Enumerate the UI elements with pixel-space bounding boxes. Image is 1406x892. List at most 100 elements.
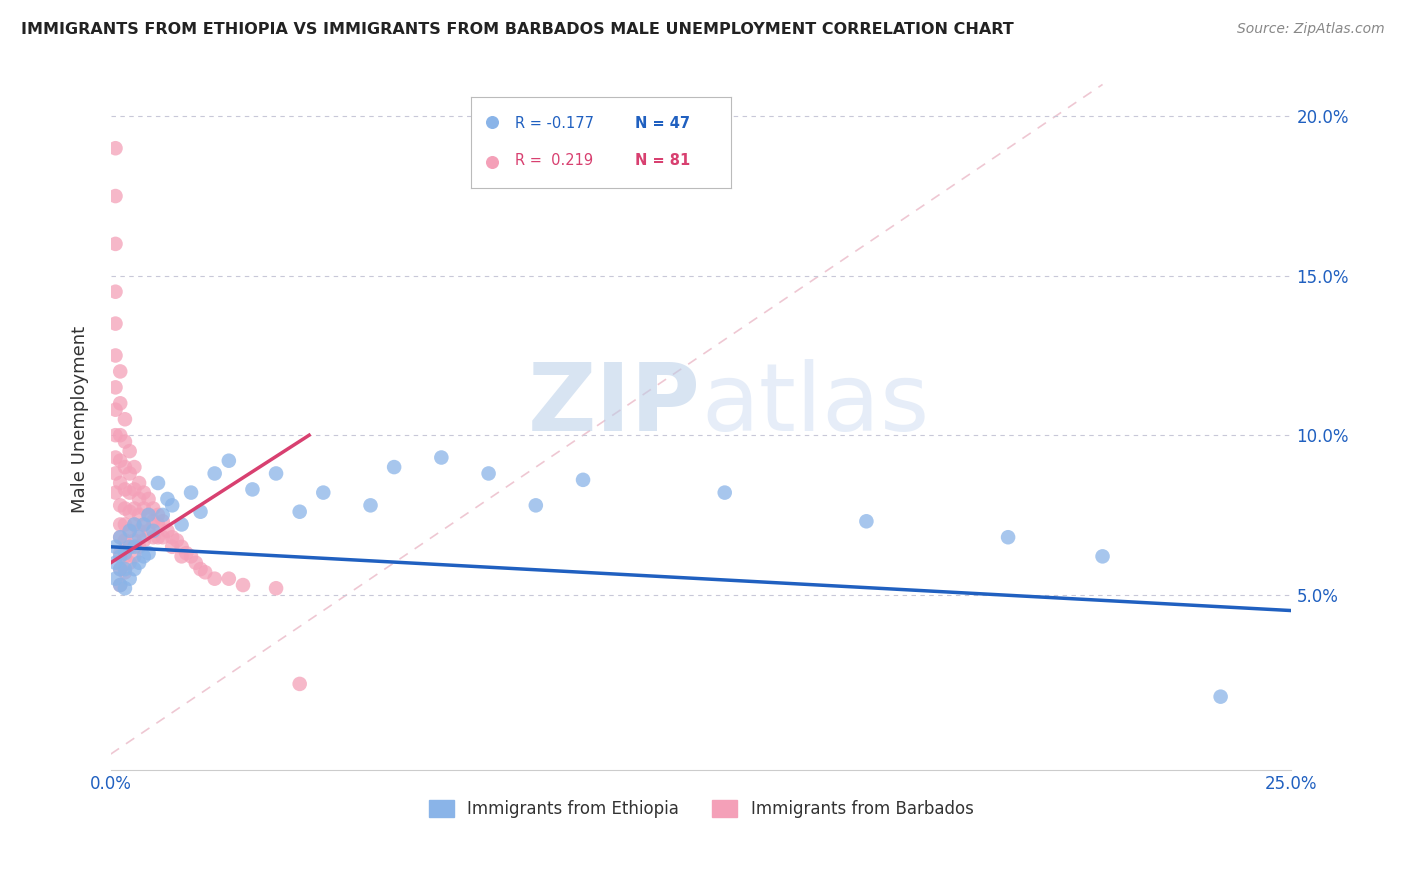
Point bbox=[204, 467, 226, 481]
Point bbox=[128, 476, 150, 491]
Point bbox=[114, 483, 136, 497]
Point bbox=[132, 549, 155, 564]
Point bbox=[142, 524, 165, 538]
Point bbox=[160, 499, 183, 513]
Point bbox=[104, 189, 127, 203]
Point bbox=[104, 402, 127, 417]
Point bbox=[128, 524, 150, 538]
Y-axis label: Male Unemployment: Male Unemployment bbox=[72, 326, 89, 513]
Point bbox=[104, 556, 127, 570]
Point bbox=[194, 566, 217, 580]
Point bbox=[204, 572, 226, 586]
Point bbox=[288, 677, 311, 691]
Point bbox=[118, 467, 141, 481]
Point bbox=[104, 141, 127, 155]
Point bbox=[104, 317, 127, 331]
Point bbox=[128, 556, 150, 570]
Point bbox=[1209, 690, 1232, 704]
Point bbox=[855, 514, 877, 528]
Point bbox=[132, 501, 155, 516]
Point bbox=[128, 508, 150, 522]
Point bbox=[124, 533, 146, 548]
Text: atlas: atlas bbox=[702, 359, 929, 451]
Point bbox=[110, 546, 132, 560]
Point bbox=[190, 562, 212, 576]
Point bbox=[104, 380, 127, 394]
Point bbox=[104, 540, 127, 554]
Point bbox=[118, 540, 141, 554]
Point bbox=[110, 562, 132, 576]
Point bbox=[118, 556, 141, 570]
Point bbox=[128, 540, 150, 554]
Point bbox=[104, 572, 127, 586]
Point bbox=[312, 485, 335, 500]
Point bbox=[146, 508, 169, 522]
Point bbox=[104, 467, 127, 481]
Point bbox=[288, 505, 311, 519]
Point bbox=[104, 428, 127, 442]
Point bbox=[242, 483, 264, 497]
Point bbox=[146, 517, 169, 532]
Legend: Immigrants from Ethiopia, Immigrants from Barbados: Immigrants from Ethiopia, Immigrants fro… bbox=[422, 793, 980, 825]
Point bbox=[110, 530, 132, 544]
Point bbox=[1091, 549, 1114, 564]
Point bbox=[264, 467, 287, 481]
Text: Source: ZipAtlas.com: Source: ZipAtlas.com bbox=[1237, 22, 1385, 37]
Point bbox=[104, 285, 127, 299]
Point bbox=[124, 501, 146, 516]
Point bbox=[114, 501, 136, 516]
Point bbox=[110, 578, 132, 592]
Point bbox=[170, 540, 193, 554]
Point bbox=[524, 499, 547, 513]
Point bbox=[478, 467, 501, 481]
Point bbox=[104, 349, 127, 363]
Point bbox=[128, 491, 150, 506]
Point bbox=[218, 572, 240, 586]
Point bbox=[138, 508, 160, 522]
Point bbox=[124, 540, 146, 554]
Point bbox=[118, 505, 141, 519]
Point bbox=[114, 549, 136, 564]
Point bbox=[430, 450, 453, 465]
Point bbox=[146, 530, 169, 544]
Point bbox=[118, 444, 141, 458]
Point bbox=[124, 460, 146, 475]
Point bbox=[118, 524, 141, 538]
Point bbox=[110, 499, 132, 513]
Point bbox=[124, 517, 146, 532]
Point bbox=[132, 517, 155, 532]
Point bbox=[152, 530, 174, 544]
Point bbox=[110, 453, 132, 467]
Point bbox=[104, 485, 127, 500]
Point bbox=[114, 566, 136, 580]
Point bbox=[110, 578, 132, 592]
Point bbox=[713, 485, 735, 500]
Point bbox=[110, 562, 132, 576]
Point bbox=[142, 530, 165, 544]
Point bbox=[176, 546, 198, 560]
Point bbox=[138, 508, 160, 522]
Point bbox=[180, 549, 202, 564]
Point bbox=[114, 562, 136, 576]
Point bbox=[160, 530, 183, 544]
Point bbox=[110, 530, 132, 544]
Text: ZIP: ZIP bbox=[529, 359, 702, 451]
Point bbox=[110, 364, 132, 378]
Point bbox=[156, 524, 179, 538]
Point bbox=[114, 546, 136, 560]
Point bbox=[110, 517, 132, 532]
Point bbox=[110, 476, 132, 491]
Point bbox=[118, 572, 141, 586]
Point bbox=[110, 396, 132, 410]
Point bbox=[114, 517, 136, 532]
Point bbox=[114, 412, 136, 426]
Point bbox=[156, 491, 179, 506]
Point bbox=[572, 473, 595, 487]
Point bbox=[124, 562, 146, 576]
Point bbox=[124, 549, 146, 564]
Point bbox=[160, 540, 183, 554]
Point bbox=[138, 546, 160, 560]
Point bbox=[114, 460, 136, 475]
Point bbox=[104, 236, 127, 251]
Point bbox=[118, 524, 141, 538]
